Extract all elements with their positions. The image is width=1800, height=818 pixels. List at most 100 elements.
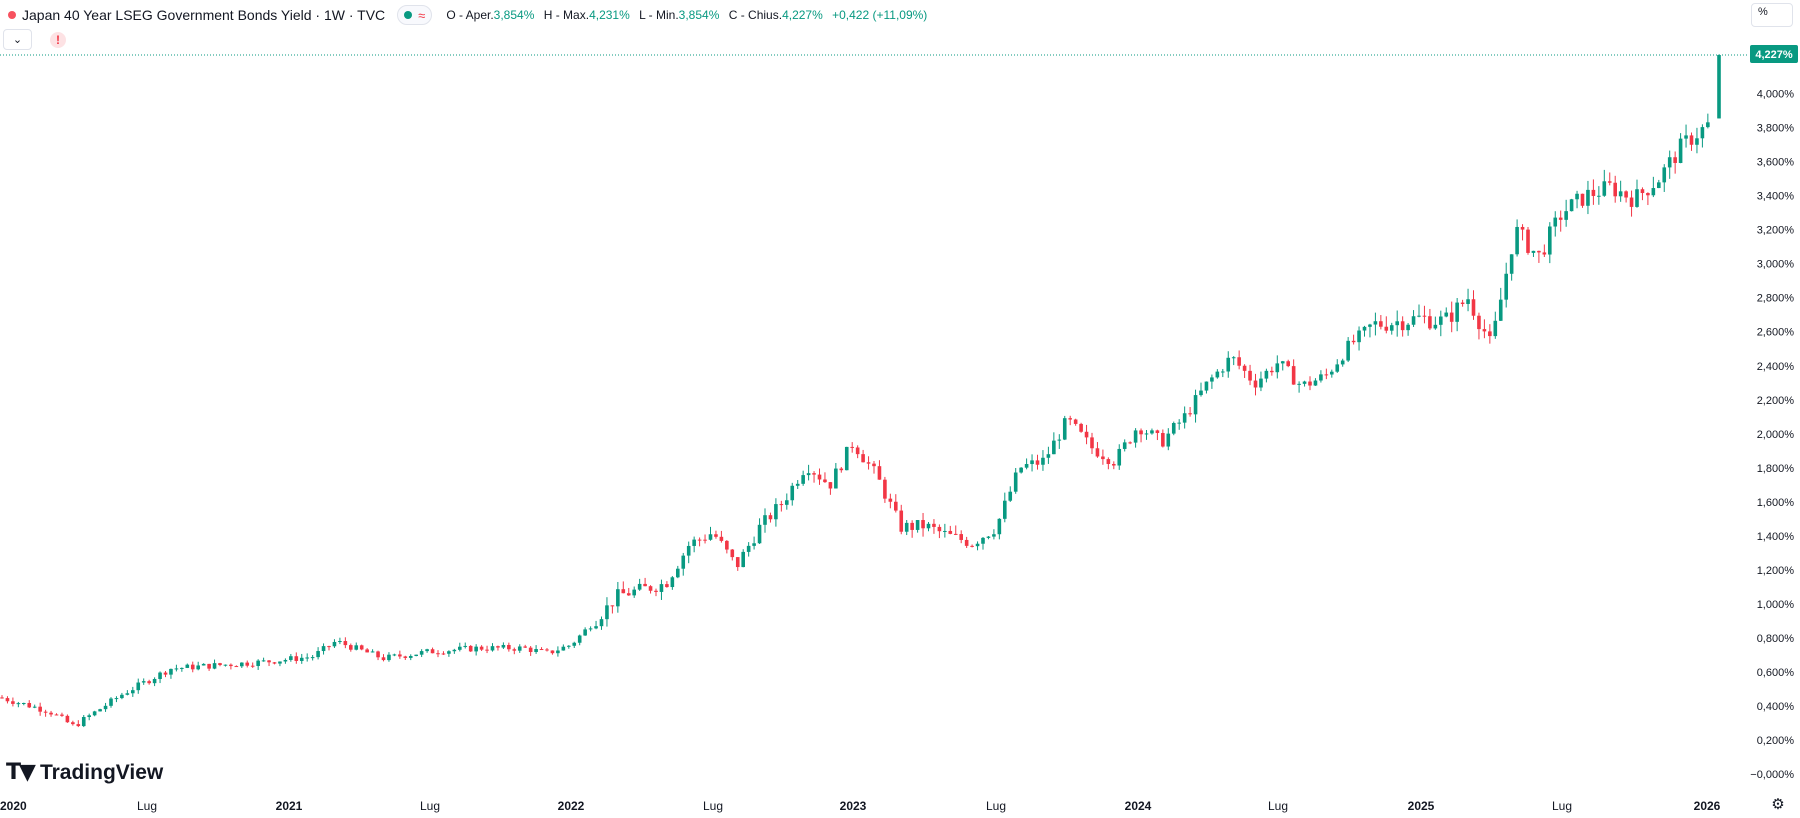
candle [1444, 312, 1449, 317]
candle [714, 534, 718, 537]
candle [632, 589, 636, 596]
candle [343, 641, 348, 646]
y-tick-label: 2,600% [1757, 327, 1795, 339]
candle [1351, 340, 1356, 343]
x-tick-label: Lug [986, 799, 1006, 813]
candle [1335, 364, 1340, 372]
candle [806, 473, 811, 476]
candle [970, 545, 974, 547]
candle [561, 646, 566, 651]
candle [801, 475, 805, 484]
candle [637, 583, 642, 590]
candle [376, 651, 380, 658]
candle [81, 716, 86, 727]
candle [534, 649, 538, 653]
x-tick-label: 2023 [840, 799, 867, 813]
warning-icon[interactable]: ! [50, 31, 66, 48]
tradingview-logo[interactable]: T▼ TradingView [6, 760, 163, 785]
candle [964, 539, 969, 546]
candle [1330, 371, 1334, 375]
candle [752, 543, 756, 546]
candle [1379, 321, 1383, 327]
open-label: O - Aper. [446, 8, 494, 22]
candle [1466, 299, 1470, 304]
y-tick-label: 3,800% [1757, 123, 1795, 135]
candle [43, 711, 48, 713]
candle [289, 656, 293, 660]
candle [359, 645, 364, 650]
candle [844, 446, 849, 471]
candle [1155, 430, 1160, 434]
y-tick-label: 3,600% [1757, 157, 1795, 169]
candle [654, 590, 658, 592]
candle [447, 651, 451, 654]
candle [354, 645, 359, 650]
candle [643, 583, 647, 587]
candle [839, 468, 844, 471]
candle [109, 698, 113, 706]
candle [458, 646, 462, 650]
y-tick-label: 2,400% [1757, 361, 1795, 373]
candle [103, 705, 108, 710]
candle [812, 473, 816, 475]
candle [556, 650, 560, 654]
x-tick-label: Lug [703, 799, 723, 813]
candle [1389, 325, 1394, 331]
candle [1488, 331, 1492, 337]
symbol-title[interactable]: Japan 40 Year LSEG Government Bonds Yiel… [22, 7, 386, 23]
candle [60, 714, 64, 716]
candle [1477, 315, 1481, 330]
percent-scale-button[interactable]: % [1751, 3, 1793, 27]
candles-group [0, 54, 1721, 728]
candle [1667, 157, 1672, 168]
candle [11, 701, 15, 704]
candle [817, 474, 822, 480]
candle [125, 693, 130, 695]
candle [1019, 467, 1023, 473]
x-tick-label: Lug [137, 799, 157, 813]
candle [1210, 377, 1214, 382]
candle [250, 665, 255, 667]
candle [1515, 226, 1519, 255]
candle [861, 454, 865, 463]
y-tick-label: 3,000% [1757, 259, 1795, 271]
candle [1139, 430, 1143, 435]
close-value: 4,227% [782, 8, 823, 22]
candle [774, 504, 778, 520]
time-axis[interactable]: 2020 Lug 2021 Lug 2022 Lug 2023 Lug 2024 Lug 2025 L… [0, 799, 1721, 813]
candle [1319, 374, 1323, 381]
candle [588, 628, 593, 630]
candle [1362, 326, 1367, 331]
candle [790, 485, 795, 501]
price-axis[interactable]: 4,000% 3,800% 3,600% 3,400% 3,200% 3,000% 2,80… [1750, 89, 1794, 781]
candle [823, 479, 827, 483]
candle [479, 646, 484, 650]
candle [725, 540, 729, 550]
candle [65, 715, 70, 723]
candle [1253, 380, 1258, 388]
settings-gear-icon[interactable]: ⚙ [1771, 796, 1785, 813]
candle [1553, 217, 1558, 227]
candle [708, 534, 713, 540]
candle [921, 520, 925, 529]
candle [1242, 365, 1247, 371]
market-status-dot [8, 11, 16, 19]
candle [1204, 381, 1209, 391]
chevron-down-icon[interactable]: ⌄ [3, 29, 32, 50]
candle [1602, 181, 1607, 196]
candle [1270, 370, 1274, 373]
candle [1041, 457, 1045, 465]
tradingview-mark-icon: T▼ [6, 760, 36, 785]
status-pill[interactable]: ≈ [397, 5, 433, 25]
candle [1024, 464, 1029, 468]
y-tick-label: 4,000% [1757, 89, 1795, 101]
candle [0, 697, 4, 699]
candle [120, 694, 124, 699]
candle [234, 666, 239, 668]
candle [1231, 357, 1236, 359]
candle [1526, 229, 1530, 253]
candle [54, 714, 59, 716]
candle [512, 649, 517, 651]
candle [141, 681, 146, 683]
